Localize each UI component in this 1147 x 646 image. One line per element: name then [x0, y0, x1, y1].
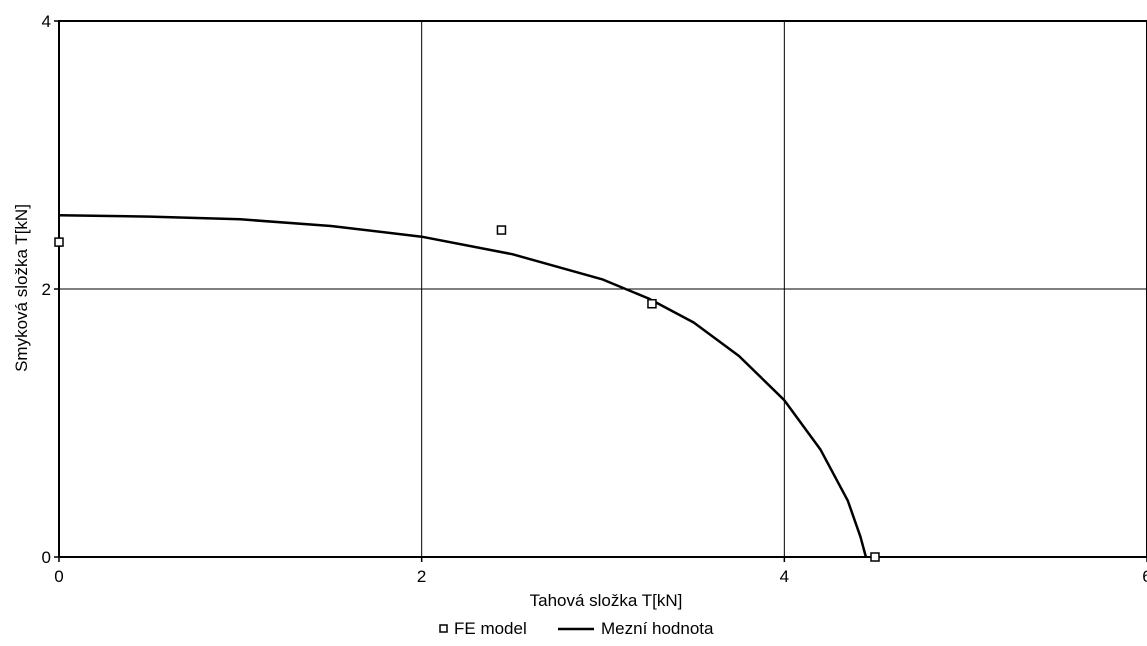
y-axis-title: Smyková složka T[kN] — [12, 204, 31, 372]
series-layer — [54, 214, 880, 562]
y-tick-label: 2 — [42, 280, 51, 299]
x-axis-title: Tahová složka T[kN] — [530, 591, 683, 610]
series-line-mezni-hodnota — [58, 214, 868, 558]
x-tick-label: 2 — [417, 567, 426, 586]
data-point-fe-model — [496, 225, 507, 235]
x-tick-label: 6 — [1142, 567, 1147, 586]
data-point-fe-model — [870, 552, 880, 562]
y-tick-label: 0 — [42, 548, 51, 567]
legend: FE model Mezní hodnota — [439, 619, 714, 638]
legend-marker-fe-model — [439, 624, 448, 633]
x-tick-label: 4 — [780, 567, 789, 586]
y-tick-label: 4 — [42, 12, 51, 31]
grid — [59, 21, 1147, 557]
legend-label-mezni-hodnota: Mezní hodnota — [601, 619, 714, 638]
x-tick-label: 0 — [54, 567, 63, 586]
data-point-fe-model — [54, 237, 64, 247]
legend-label-fe-model: FE model — [454, 619, 527, 638]
data-point-fe-model — [647, 298, 657, 309]
tick-labels: 0 2 4 6 0 2 4 — [42, 12, 1147, 586]
